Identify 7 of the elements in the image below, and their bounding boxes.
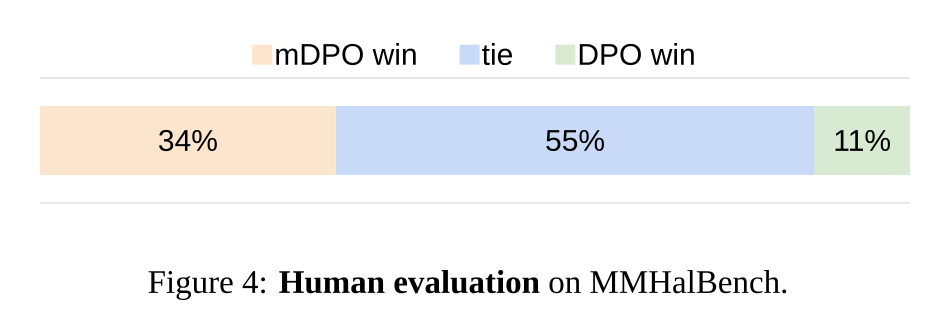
data-label: 34% [159,130,217,152]
legend-label: mDPO win [276,43,416,66]
data-label: 55% [546,130,604,152]
legend-label: DPO win [580,43,694,66]
legend-label: tie [482,43,512,66]
data-label: 11% [836,130,890,151]
caption: Figure 4: Human evaluation on MMHalBench. [148,270,786,300]
